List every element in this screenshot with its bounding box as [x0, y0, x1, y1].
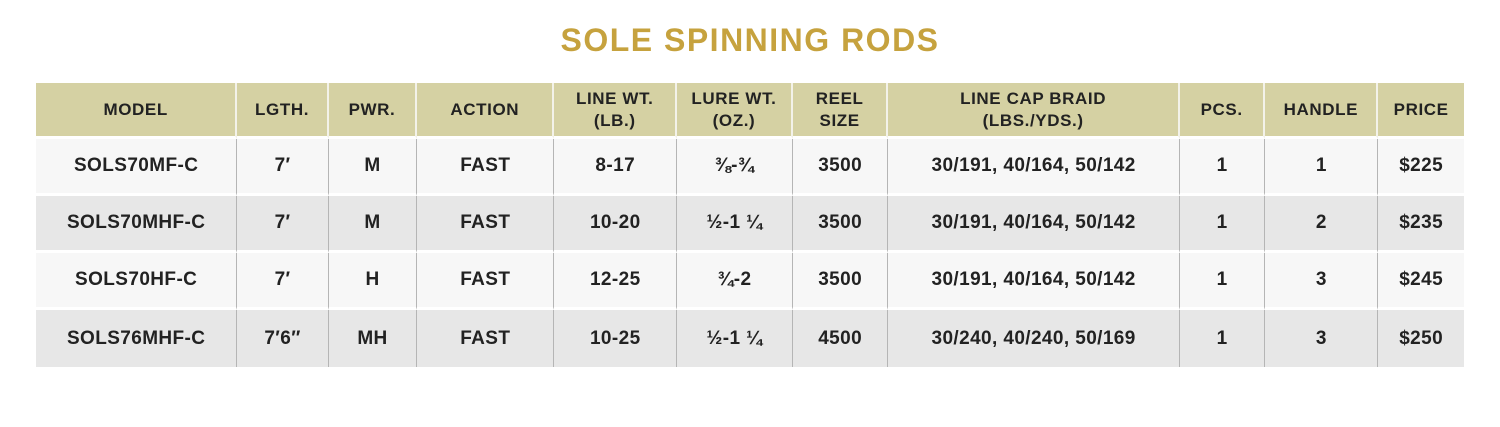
cell-price: $225: [1378, 139, 1464, 196]
cell-line-cap-braid: 30/191, 40/164, 50/142: [888, 139, 1180, 196]
cell-price: $250: [1378, 310, 1464, 367]
column-header-handle: HANDLE: [1265, 83, 1379, 139]
table-row: SOLS76MHF-C 7′6″ MH FAST 10-25 ½-1 ¼ 4500 30/24…: [36, 310, 1464, 367]
cell-handle: 2: [1265, 196, 1379, 253]
table-row: SOLS70HF-C 7′ H FAST 12-25 ¾-2 3500 30/191, 40/…: [36, 253, 1464, 310]
cell-pcs: 1: [1179, 310, 1266, 367]
cell-handle: 1: [1265, 139, 1379, 196]
cell-lgth: 7′6″: [237, 310, 329, 367]
cell-model: SOLS70HF-C: [36, 253, 238, 310]
table-row: SOLS70MHF-C 7′ M FAST 10-20 ½-1 ¼ 3500 30/191, …: [36, 196, 1464, 253]
column-header-price: PRICE: [1378, 83, 1464, 139]
column-header-reel-size: REEL SIZE: [792, 83, 889, 139]
cell-lgth: 7′: [237, 196, 329, 253]
cell-line-wt: 10-20: [554, 196, 678, 253]
cell-lgth: 7′: [237, 253, 329, 310]
cell-pcs: 1: [1179, 139, 1266, 196]
table-body: SOLS70MF-C 7′ M FAST 8-17 ⅜-¾ 3500 30/191, 40/1…: [36, 139, 1464, 367]
cell-pwr: M: [328, 139, 418, 196]
table-container: MODEL LGTH. PWR. ACTION LINE WT. (LB.) LURE W…: [36, 83, 1464, 367]
cell-model: SOLS76MHF-C: [36, 310, 238, 367]
cell-reel-size: 3500: [792, 196, 889, 253]
cell-line-cap-braid: 30/240, 40/240, 50/169: [888, 310, 1180, 367]
cell-action: FAST: [417, 253, 555, 310]
cell-pwr: M: [328, 196, 418, 253]
cell-line-wt: 12-25: [554, 253, 678, 310]
column-header-action: ACTION: [417, 83, 555, 139]
cell-line-cap-braid: 30/191, 40/164, 50/142: [888, 196, 1180, 253]
cell-pcs: 1: [1179, 196, 1266, 253]
cell-line-cap-braid: 30/191, 40/164, 50/142: [888, 253, 1180, 310]
table-row: SOLS70MF-C 7′ M FAST 8-17 ⅜-¾ 3500 30/191, 40/1…: [36, 139, 1464, 196]
spinning-rods-table: MODEL LGTH. PWR. ACTION LINE WT. (LB.) LURE W…: [36, 83, 1464, 367]
cell-handle: 3: [1265, 253, 1379, 310]
cell-action: FAST: [417, 139, 555, 196]
column-header-line-cap-braid: LINE CAP BRAID (LBS./YDS.): [888, 83, 1180, 139]
cell-line-wt: 10-25: [554, 310, 678, 367]
cell-pwr: H: [328, 253, 418, 310]
cell-price: $245: [1378, 253, 1464, 310]
cell-lgth: 7′: [237, 139, 329, 196]
column-header-model: MODEL: [36, 83, 238, 139]
column-header-pwr: PWR.: [328, 83, 418, 139]
column-header-lgth: LGTH.: [237, 83, 329, 139]
cell-reel-size: 4500: [792, 310, 889, 367]
cell-lure-wt: ½-1 ¼: [677, 310, 793, 367]
cell-handle: 3: [1265, 310, 1379, 367]
cell-action: FAST: [417, 196, 555, 253]
cell-action: FAST: [417, 310, 555, 367]
column-header-pcs: PCS.: [1179, 83, 1266, 139]
cell-model: SOLS70MHF-C: [36, 196, 238, 253]
cell-pcs: 1: [1179, 253, 1266, 310]
cell-reel-size: 3500: [792, 139, 889, 196]
cell-price: $235: [1378, 196, 1464, 253]
column-header-line-wt: LINE WT. (LB.): [554, 83, 678, 139]
table-header: MODEL LGTH. PWR. ACTION LINE WT. (LB.) LURE W…: [36, 83, 1464, 139]
header-row: MODEL LGTH. PWR. ACTION LINE WT. (LB.) LURE W…: [36, 83, 1464, 139]
page-title: SOLE SPINNING RODS: [560, 22, 940, 58]
cell-line-wt: 8-17: [554, 139, 678, 196]
column-header-lure-wt: LURE WT. (OZ.): [677, 83, 793, 139]
cell-lure-wt: ¾-2: [677, 253, 793, 310]
cell-model: SOLS70MF-C: [36, 139, 238, 196]
cell-lure-wt: ⅜-¾: [677, 139, 793, 196]
cell-reel-size: 3500: [792, 253, 889, 310]
cell-lure-wt: ½-1 ¼: [677, 196, 793, 253]
cell-pwr: MH: [328, 310, 418, 367]
